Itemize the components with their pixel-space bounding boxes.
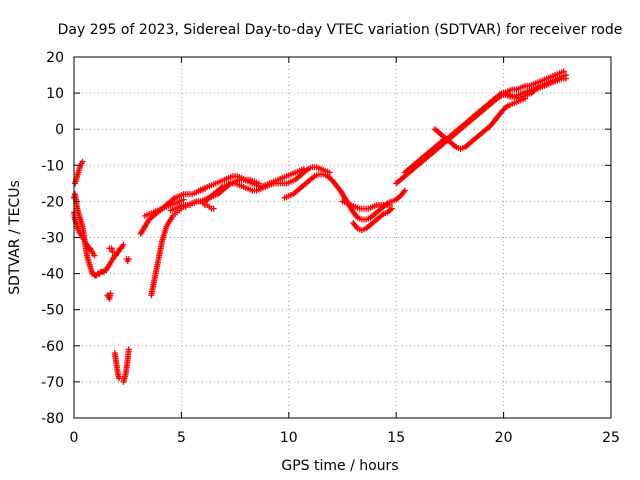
data-point bbox=[180, 196, 187, 203]
data-point bbox=[125, 346, 132, 353]
y-tick-label: -30 bbox=[41, 231, 64, 247]
data-point bbox=[388, 205, 395, 212]
data-point bbox=[562, 72, 569, 79]
data-point bbox=[109, 248, 116, 255]
data-point bbox=[386, 202, 393, 209]
x-tick-label: 15 bbox=[387, 430, 405, 446]
data-point bbox=[210, 205, 217, 212]
grid bbox=[74, 57, 611, 418]
data-point bbox=[91, 252, 98, 259]
x-tick-label: 20 bbox=[495, 430, 513, 446]
y-tick-label: -80 bbox=[41, 411, 64, 427]
y-tick-label: -10 bbox=[41, 158, 64, 174]
data-point bbox=[125, 256, 132, 263]
chart-title: Day 295 of 2023, Sidereal Day-to-day VTE… bbox=[58, 22, 623, 38]
data-point bbox=[79, 158, 86, 165]
data-point bbox=[255, 180, 262, 187]
y-tick-label: 10 bbox=[46, 86, 64, 102]
data-point bbox=[116, 375, 123, 382]
axis-ticks: -80 -70 -60 -50 -40 -30 -20 -10 0 10 20 0 5 10 15 20 25 bbox=[41, 50, 620, 446]
y-tick-label: -50 bbox=[41, 303, 64, 319]
y-tick-label: -60 bbox=[41, 339, 64, 355]
data-point bbox=[560, 68, 567, 75]
y-axis-label: SDTVAR / TECUs bbox=[7, 180, 23, 295]
data-point bbox=[107, 290, 114, 297]
y-tick-label: -20 bbox=[41, 194, 64, 210]
x-tick-label: 25 bbox=[602, 430, 620, 446]
data-point bbox=[120, 241, 127, 248]
x-axis-label: GPS time / hours bbox=[281, 458, 398, 474]
x-tick-label: 0 bbox=[70, 430, 79, 446]
data-points bbox=[71, 68, 569, 385]
y-tick-label: 20 bbox=[46, 50, 64, 66]
y-tick-label: 0 bbox=[55, 122, 64, 138]
y-tick-label: -70 bbox=[41, 375, 64, 391]
y-tick-label: -40 bbox=[41, 267, 64, 283]
x-tick-label: 10 bbox=[280, 430, 298, 446]
data-point bbox=[401, 187, 408, 194]
data-point bbox=[326, 169, 333, 176]
x-tick-label: 5 bbox=[177, 430, 186, 446]
